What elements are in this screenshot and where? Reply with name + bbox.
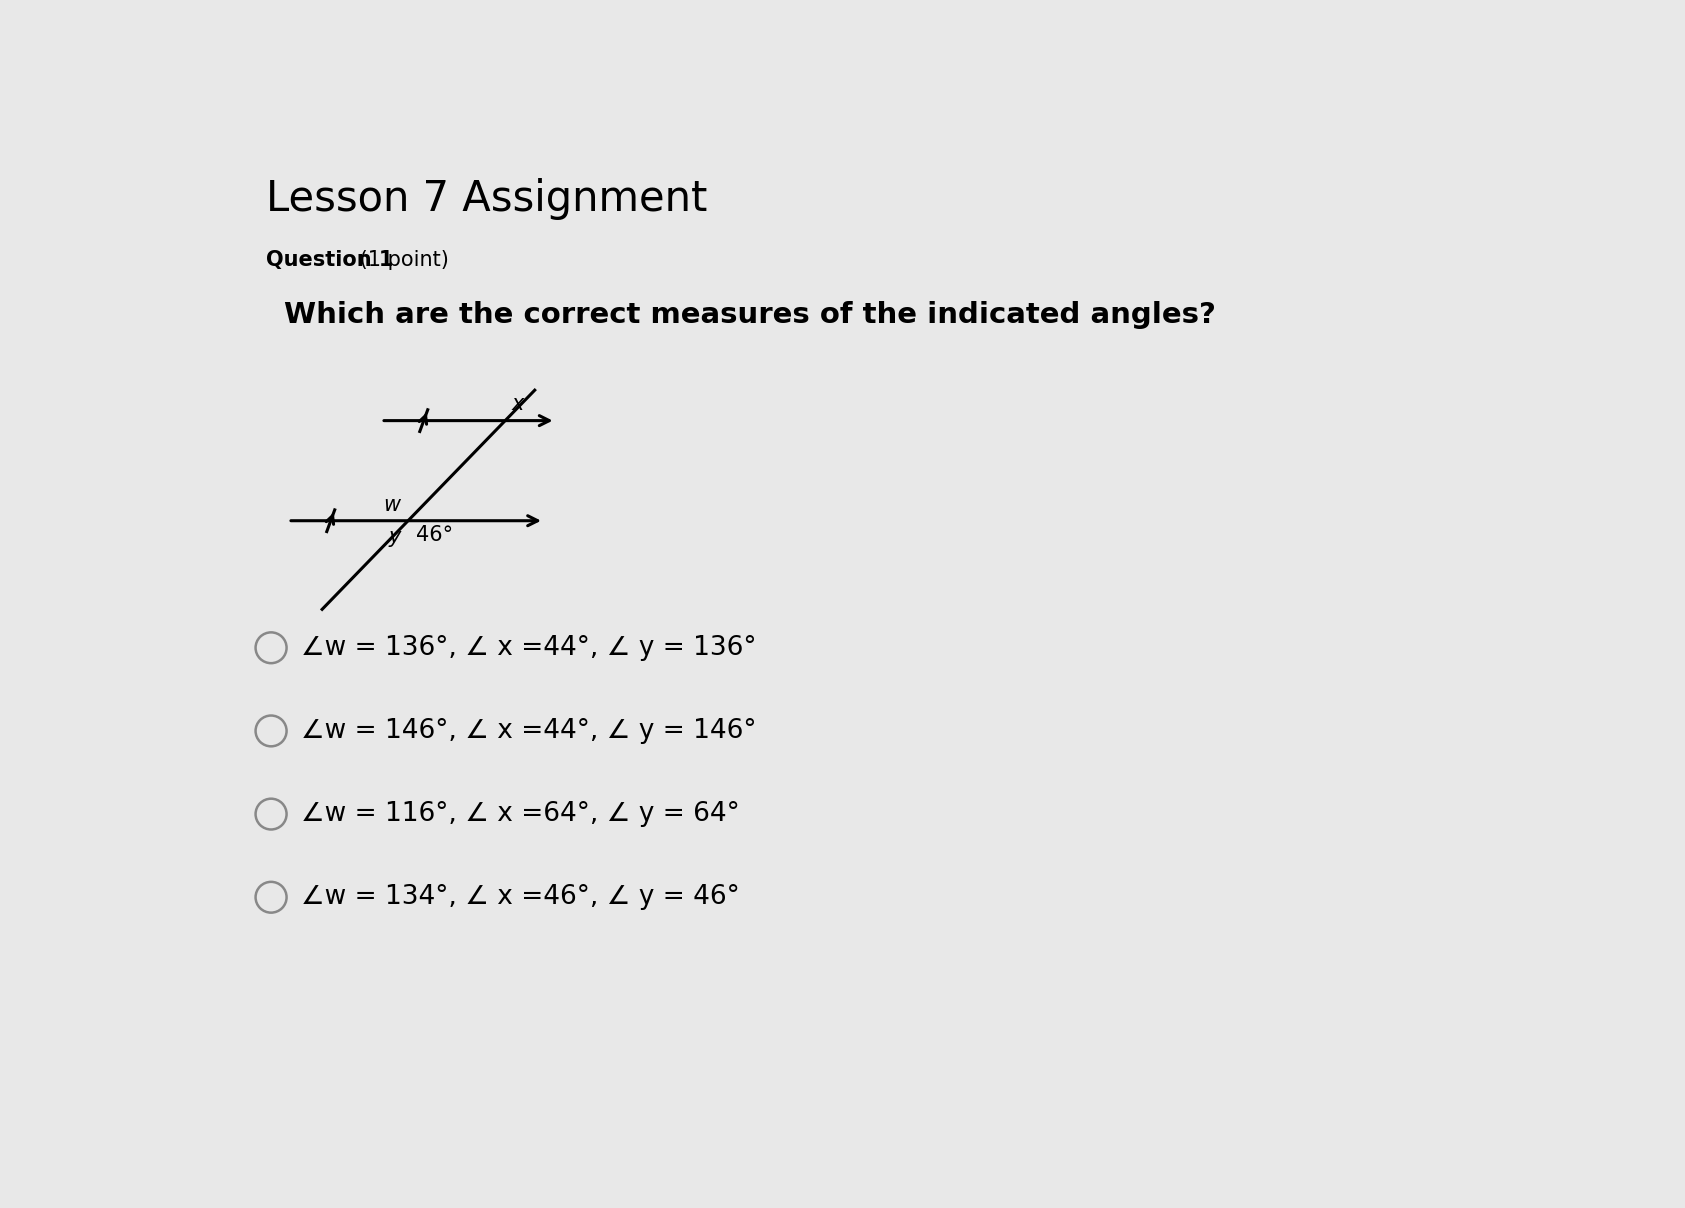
Text: x: x xyxy=(511,395,524,414)
Text: (1 point): (1 point) xyxy=(354,250,450,269)
Text: 46°: 46° xyxy=(416,524,453,545)
Text: ∠w = 136°, ∠ x =44°, ∠ y = 136°: ∠w = 136°, ∠ x =44°, ∠ y = 136° xyxy=(300,634,757,661)
Text: Lesson 7 Assignment: Lesson 7 Assignment xyxy=(266,178,708,220)
Text: w: w xyxy=(384,494,401,515)
Text: Question 1: Question 1 xyxy=(266,250,394,269)
Text: ∠w = 116°, ∠ x =64°, ∠ y = 64°: ∠w = 116°, ∠ x =64°, ∠ y = 64° xyxy=(300,801,740,827)
Text: ∠w = 146°, ∠ x =44°, ∠ y = 146°: ∠w = 146°, ∠ x =44°, ∠ y = 146° xyxy=(300,718,757,744)
Text: ∠w = 134°, ∠ x =46°, ∠ y = 46°: ∠w = 134°, ∠ x =46°, ∠ y = 46° xyxy=(300,884,740,911)
Text: y: y xyxy=(388,527,401,547)
Text: Which are the correct measures of the indicated angles?: Which are the correct measures of the in… xyxy=(285,301,1217,330)
